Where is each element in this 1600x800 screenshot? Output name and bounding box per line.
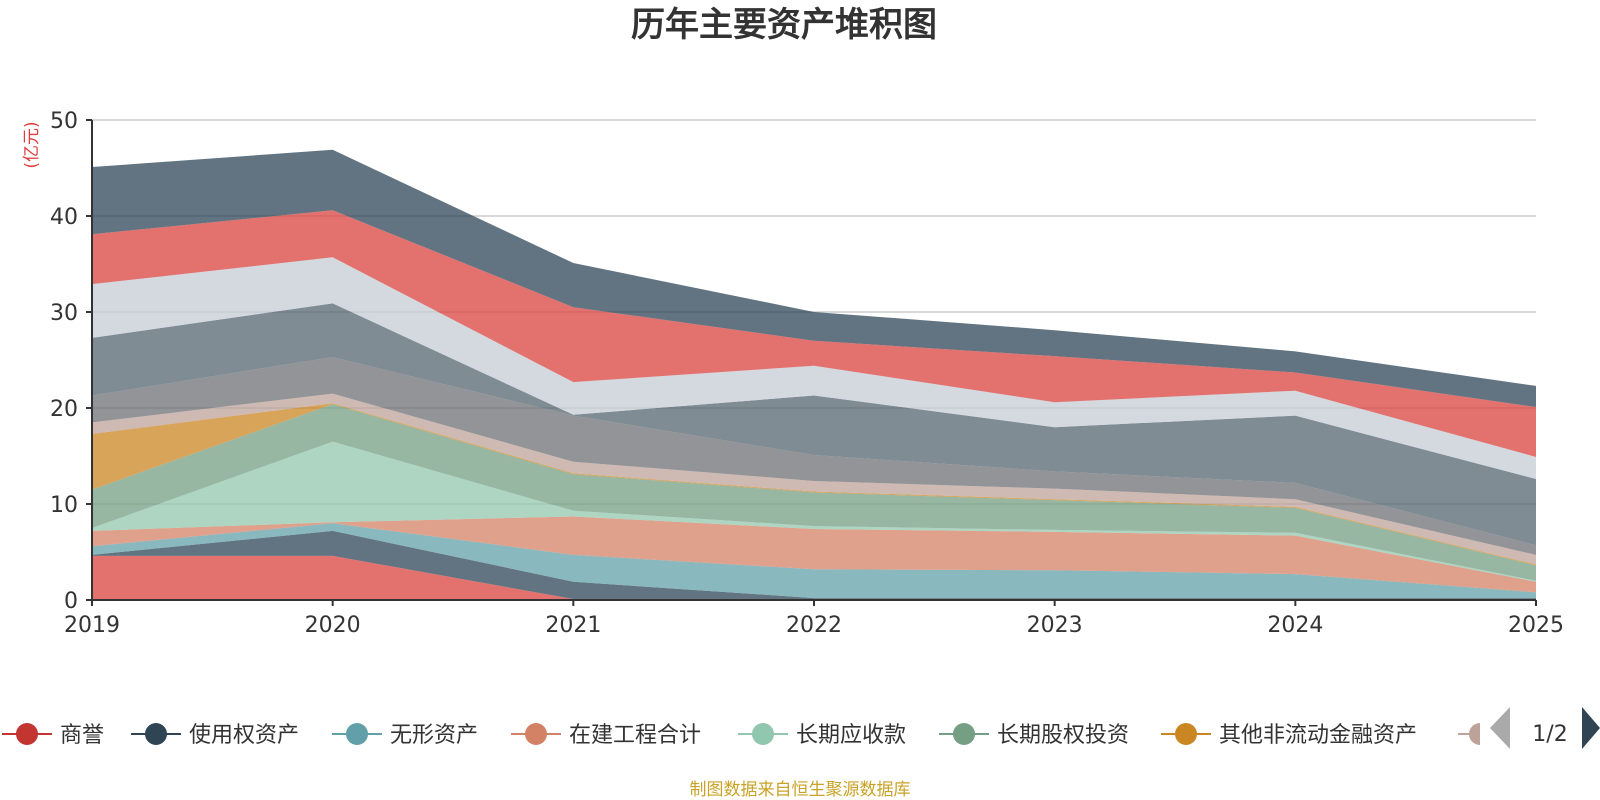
area-series-group (92, 149, 1536, 600)
area-series-3 (92, 516, 1536, 593)
legend-item[interactable]: 无形资产 (332, 723, 478, 748)
x-tick-label: 2023 (1027, 613, 1083, 638)
legend-label: 在建工程合计 (569, 723, 701, 748)
triangle-left-icon (1490, 707, 1510, 749)
x-tick-label: 2024 (1267, 613, 1323, 638)
x-tick-label: 2025 (1508, 613, 1564, 638)
legend-next-page-button[interactable] (1582, 707, 1600, 749)
legend-circle-icon (346, 723, 368, 745)
data-source-note: 制图数据来自恒生聚源数据库 (690, 780, 911, 800)
legend-label: 使用权资产 (189, 723, 299, 748)
axes: 0 10 20 30 40 50 2019 2020 2021 2022 2023 2024 2025 (50, 109, 1564, 638)
area-series-5 (92, 404, 1536, 581)
legend-item[interactable]: 其他非流动金融资产 (1161, 723, 1417, 748)
legend-item-partial[interactable] (1458, 723, 1480, 745)
area-series-9 (92, 303, 1536, 546)
legend-circle-icon (525, 723, 547, 745)
legend-label: 其他非流动金融资产 (1219, 723, 1417, 748)
y-tick-label: 40 (50, 205, 78, 230)
legend-item[interactable]: 在建工程合计 (511, 723, 701, 748)
y-tick-label: 10 (50, 493, 78, 518)
legend-item[interactable]: 长期应收款 (738, 723, 906, 748)
area-series-7 (92, 393, 1536, 565)
y-axis-unit: (亿元) (22, 121, 42, 168)
x-tick-label: 2021 (545, 613, 601, 638)
legend-circle-icon (1175, 723, 1197, 745)
x-tick-label: 2022 (786, 613, 842, 638)
legend-label: 无形资产 (390, 723, 478, 748)
legend-prev-page-button[interactable] (1490, 707, 1510, 749)
y-tick-label: 0 (64, 589, 78, 614)
y-tick-label: 20 (50, 397, 78, 422)
chart-title: 历年主要资产堆积图 (631, 5, 937, 45)
area-series-8 (92, 357, 1536, 555)
y-tick-label: 30 (50, 301, 78, 326)
legend-label: 长期应收款 (796, 723, 906, 748)
x-tick-label: 2019 (64, 613, 120, 638)
x-tick-label: 2020 (305, 613, 361, 638)
area-series-12 (92, 149, 1536, 408)
area-series-10 (92, 257, 1536, 480)
legend-item[interactable]: 长期股权投资 (939, 723, 1129, 748)
legend-circle-icon (1469, 723, 1480, 745)
area-series-11 (92, 210, 1536, 457)
y-tick-label: 50 (50, 109, 78, 134)
legend-item[interactable]: 商誉 (2, 723, 104, 748)
legend-item[interactable]: 使用权资产 (131, 723, 299, 748)
area-series-2 (92, 523, 1536, 599)
area-series-6 (92, 403, 1536, 566)
legend-circle-icon (16, 723, 38, 745)
area-series-0 (92, 555, 1536, 600)
legend-label: 长期股权投资 (997, 723, 1129, 748)
legend-circle-icon (953, 723, 975, 745)
legend-circle-icon (752, 723, 774, 745)
legend-circle-icon (145, 723, 167, 745)
triangle-right-icon (1582, 707, 1600, 749)
legend: 商誉 使用权资产 无形资产 在建工程合计 长期应收款 长期股权投资 其他非流动金融资产 (2, 723, 1480, 748)
area-series-4 (92, 441, 1536, 582)
legend-label: 商誉 (60, 723, 104, 748)
legend-page-indicator: 1/2 (1532, 722, 1567, 747)
